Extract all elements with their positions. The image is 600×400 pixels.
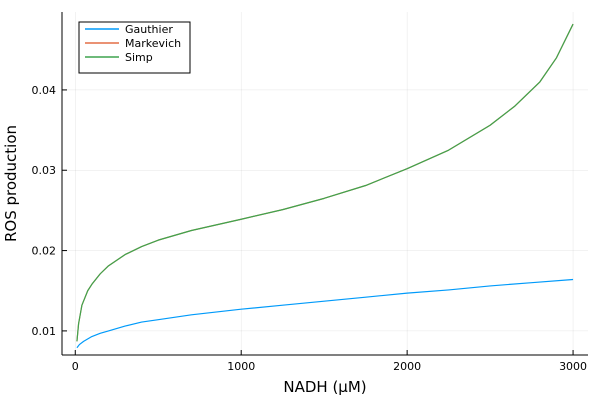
series-layer xyxy=(76,23,574,349)
legend-label-gauthier: Gauthier xyxy=(125,23,173,36)
legend-label-markevich: Markevich xyxy=(125,37,181,50)
legend-box xyxy=(78,21,191,74)
y-tick-label: 0.01 xyxy=(32,325,57,338)
x-tick-label: 2000 xyxy=(393,360,421,373)
tick-marks: 0 1000 2000 3000 0.01 0.02 0.03 0.04 xyxy=(32,84,588,373)
legend-label-simp: Simp xyxy=(125,51,153,64)
y-axis-title: ROS production xyxy=(2,125,20,242)
series-line-gauthier xyxy=(76,278,574,349)
y-tick-label: 0.03 xyxy=(32,164,57,177)
x-axis-title: NADH (μM) xyxy=(283,378,366,396)
y-tick-label: 0.04 xyxy=(32,84,57,97)
x-tick-label: 1000 xyxy=(227,360,255,373)
x-tick-label: 0 xyxy=(72,360,79,373)
x-tick-label: 3000 xyxy=(559,360,587,373)
y-tick-label: 0.02 xyxy=(32,245,57,258)
grid-lines xyxy=(62,12,588,355)
axes-frame xyxy=(61,12,588,356)
series-line-simp xyxy=(76,23,574,342)
